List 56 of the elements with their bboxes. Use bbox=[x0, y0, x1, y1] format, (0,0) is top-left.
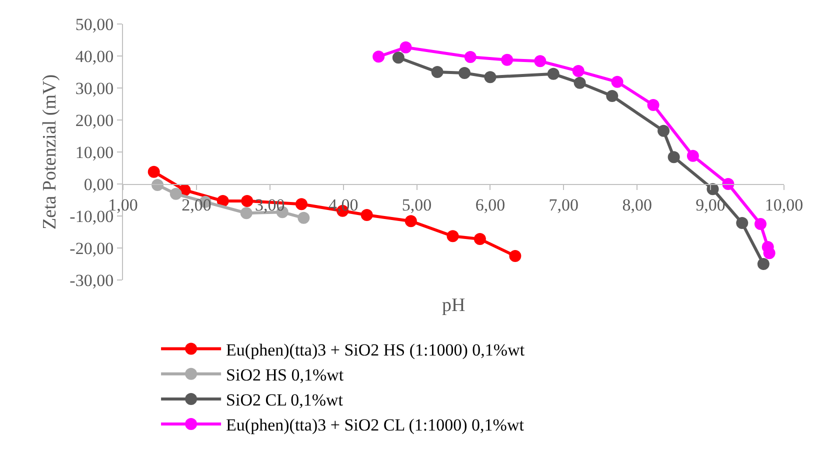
point bbox=[658, 124, 670, 137]
point bbox=[706, 183, 719, 196]
point bbox=[606, 90, 618, 102]
y-tick-label: 30,00 bbox=[75, 78, 114, 98]
point bbox=[509, 250, 522, 262]
point bbox=[757, 258, 770, 270]
point bbox=[240, 207, 252, 220]
point bbox=[446, 230, 459, 242]
x-tick-label: 5,00 bbox=[402, 195, 432, 214]
point bbox=[152, 178, 164, 191]
y-tick-label: 40,00 bbox=[75, 46, 114, 66]
point bbox=[474, 233, 486, 246]
point bbox=[722, 178, 734, 190]
y-tick-label: 50,00 bbox=[75, 14, 114, 34]
x-tick-label: 8,00 bbox=[622, 195, 652, 214]
point bbox=[668, 151, 680, 164]
point bbox=[404, 215, 417, 228]
point bbox=[400, 41, 412, 54]
legend-label: SiO2 CL 0,1%wt bbox=[226, 390, 344, 410]
point bbox=[148, 166, 160, 178]
x-tick-label: 7,00 bbox=[548, 195, 579, 214]
point bbox=[611, 76, 624, 88]
point bbox=[298, 212, 310, 224]
point bbox=[170, 188, 182, 200]
y-tick-label: -30,00 bbox=[70, 270, 114, 290]
x-axis-title: pH bbox=[442, 295, 466, 316]
point bbox=[572, 65, 584, 78]
point bbox=[547, 68, 560, 80]
y-tick-label: 10,00 bbox=[75, 142, 114, 162]
point bbox=[763, 247, 776, 260]
point bbox=[534, 55, 546, 68]
point bbox=[647, 98, 660, 111]
point bbox=[574, 76, 586, 89]
point bbox=[392, 52, 404, 64]
point bbox=[458, 66, 471, 79]
y-tick-label: 0,00 bbox=[84, 174, 114, 194]
legend-label: Eu(phen)(tta)3 + SiO2 HS (1:1000) 0,1%wt bbox=[226, 340, 525, 360]
legend-label: SiO2 HS 0,1%wt bbox=[226, 365, 344, 384]
point bbox=[754, 218, 766, 230]
x-tick-label: 6,00 bbox=[475, 195, 506, 214]
x-tick-label: 10,00 bbox=[764, 195, 804, 214]
point bbox=[295, 198, 308, 210]
point bbox=[464, 50, 476, 63]
y-tick-label: -20,00 bbox=[70, 238, 114, 258]
x-tick-label: 2,00 bbox=[182, 195, 212, 214]
point bbox=[736, 217, 748, 230]
point bbox=[241, 194, 254, 207]
point bbox=[372, 50, 385, 63]
y-tick-label: 20,00 bbox=[75, 110, 114, 130]
point bbox=[686, 150, 699, 162]
point bbox=[501, 54, 514, 66]
point bbox=[431, 66, 444, 78]
point bbox=[360, 209, 373, 222]
y-axis-title: Zeta Potenzial (mV) bbox=[40, 74, 61, 230]
legend-label: Eu(phen)(tta)3 + SiO2 CL (1:1000) 0,1%wt bbox=[226, 416, 524, 435]
point bbox=[484, 71, 496, 84]
